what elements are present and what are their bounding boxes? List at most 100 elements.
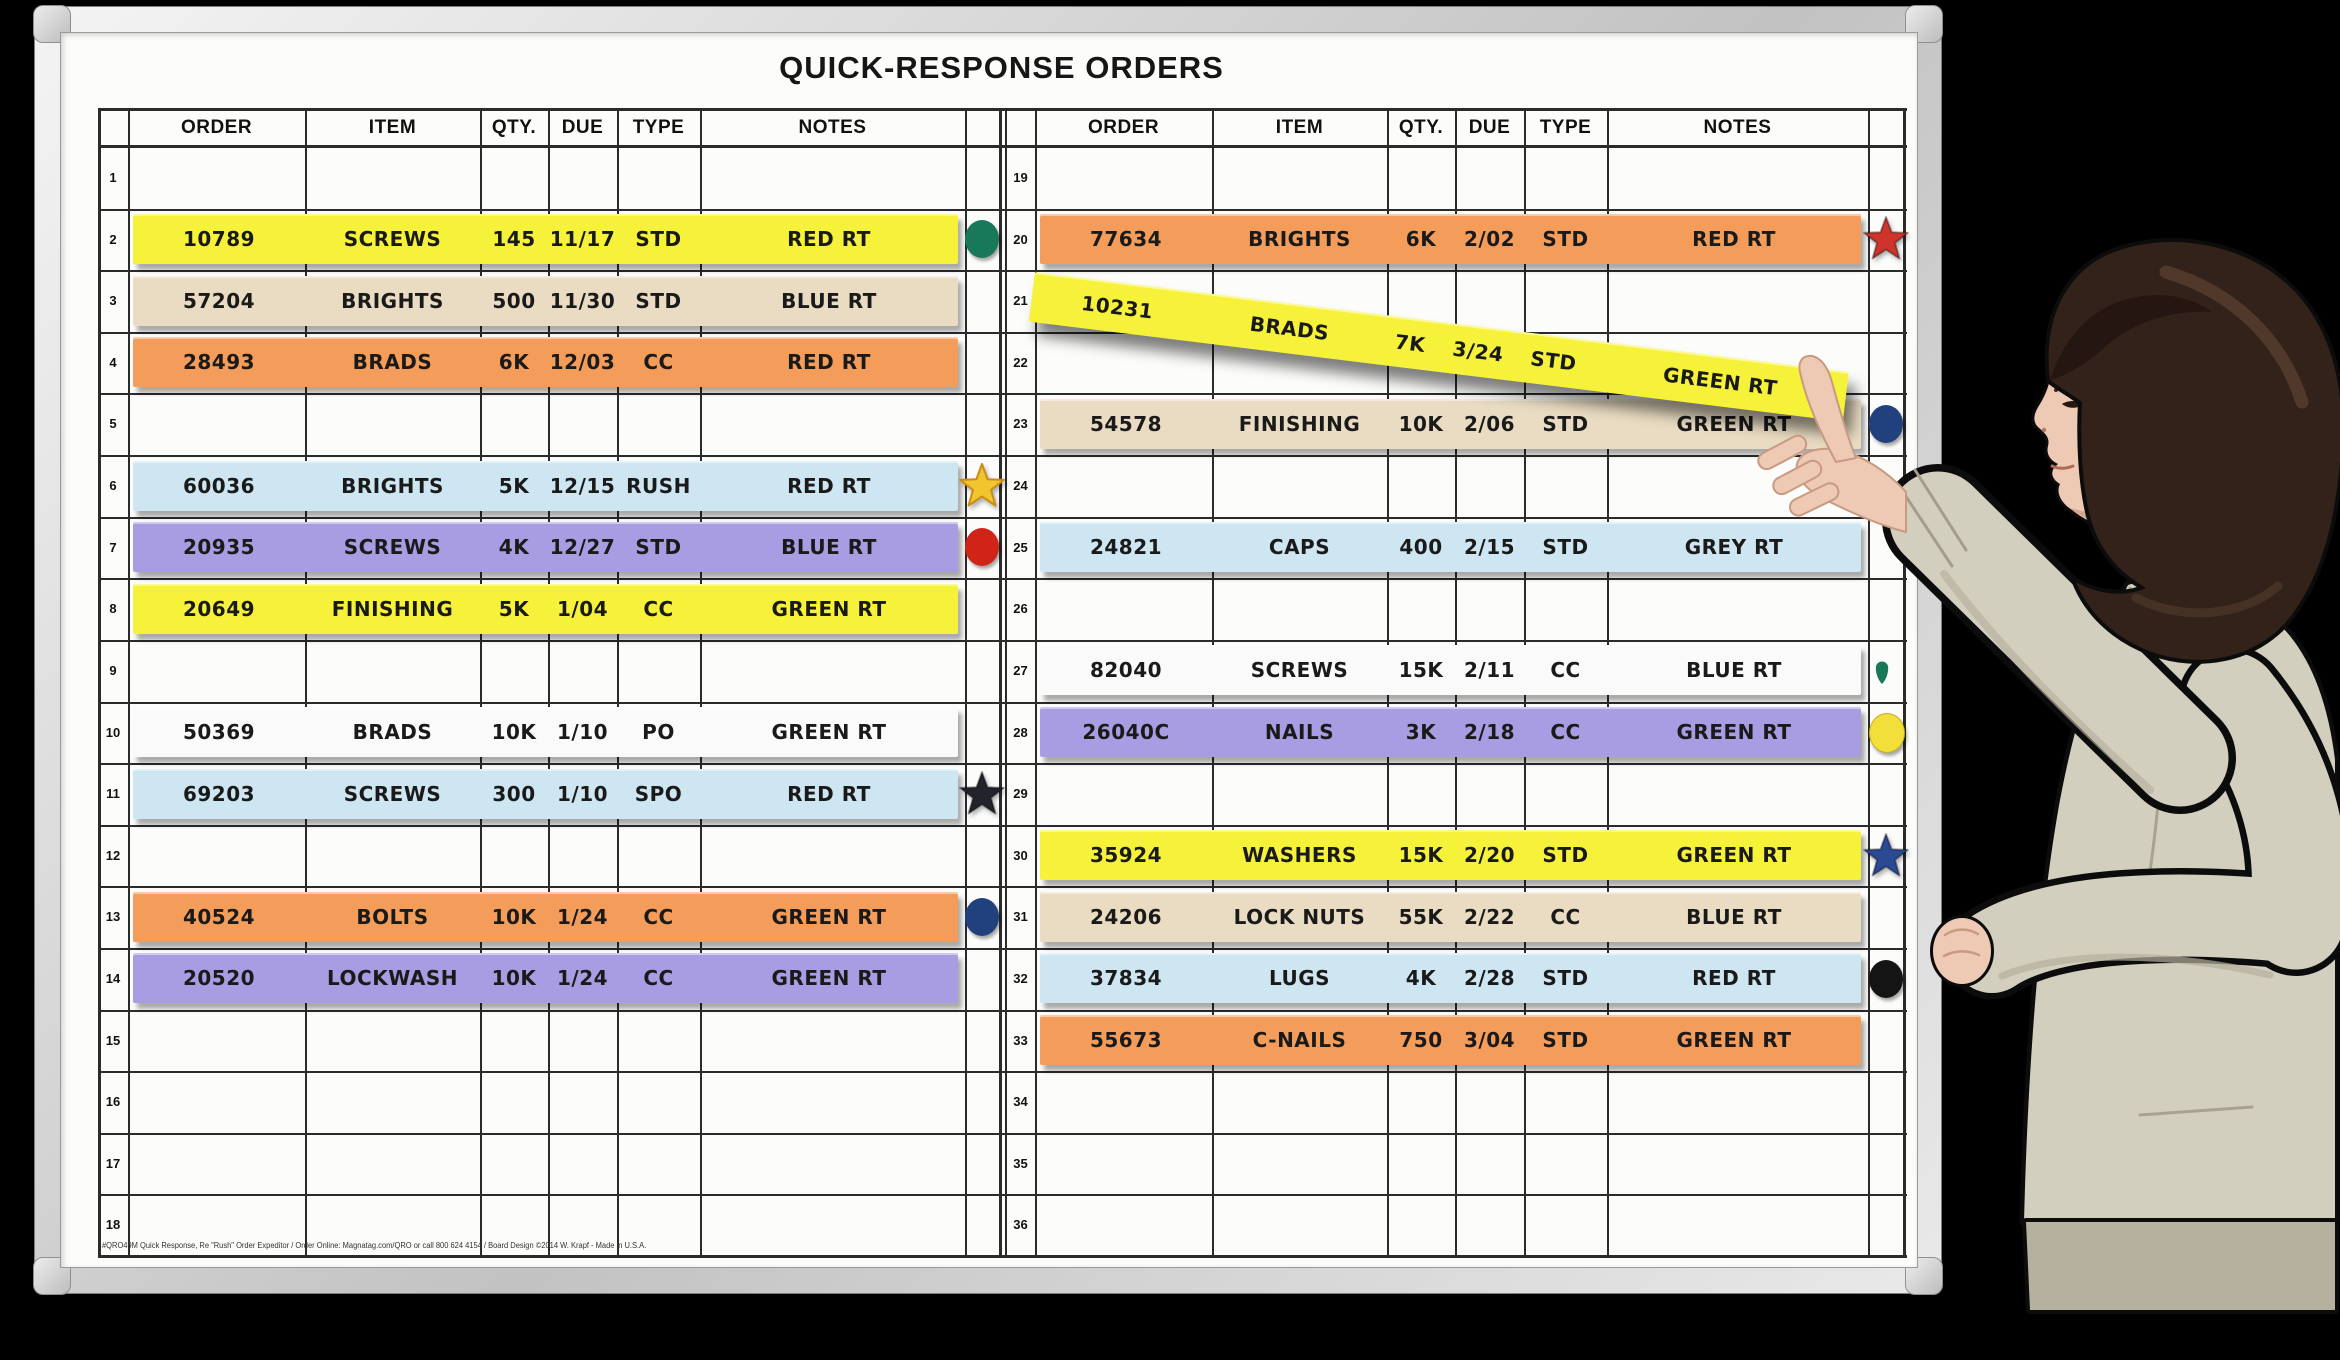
due-date: 1/10 xyxy=(548,782,617,806)
due-date: 1/04 xyxy=(548,597,617,621)
magnet-star-black[interactable] xyxy=(958,771,1006,817)
notes: RED RT xyxy=(700,350,958,374)
order-number: 10231 xyxy=(1030,285,1204,330)
order-number: 60036 xyxy=(133,474,305,498)
magnet-star-yellow[interactable] xyxy=(958,463,1006,509)
quantity: 10K xyxy=(480,905,548,929)
column-header: NOTES xyxy=(700,108,965,147)
order-type: STD xyxy=(1524,1028,1607,1052)
order-number: 50369 xyxy=(133,720,305,744)
row-number: 6 xyxy=(98,455,128,517)
item-name: SCREWS xyxy=(305,782,480,806)
grid-line xyxy=(999,108,1002,1258)
order-number: 20520 xyxy=(133,966,305,990)
nostril xyxy=(2042,428,2046,432)
due-date: 2/28 xyxy=(1455,966,1524,990)
grid-line xyxy=(98,209,1907,211)
quantity: 300 xyxy=(480,782,548,806)
star-magnet-shape xyxy=(958,463,1006,509)
quantity: 15K xyxy=(1387,843,1455,867)
order-type: STD xyxy=(1524,966,1607,990)
row-number: 4 xyxy=(98,332,128,394)
row-number: 33 xyxy=(1006,1010,1035,1072)
order-strip-60036[interactable]: 60036BRIGHTS5K12/15RUSHRED RT xyxy=(133,461,958,511)
order-number: 24821 xyxy=(1040,535,1212,559)
order-strip-28493[interactable]: 28493BRADS6K12/03CCRED RT xyxy=(133,337,958,387)
due-date: 2/22 xyxy=(1455,905,1524,929)
row-number: 3 xyxy=(98,270,128,332)
grid-line xyxy=(98,1255,1907,1258)
grid-line xyxy=(965,108,967,1258)
column-header: TYPE xyxy=(617,108,700,147)
order-type: CC xyxy=(617,350,700,374)
row-number: 22 xyxy=(1006,332,1035,394)
order-type: STD xyxy=(1524,412,1607,436)
board-title: QUICK-RESPONSE ORDERS xyxy=(98,50,1905,96)
order-number: 35924 xyxy=(1040,843,1212,867)
row-number: 19 xyxy=(1006,147,1035,209)
grid-line xyxy=(98,1010,1907,1012)
order-strip-20649[interactable]: 20649FINISHING5K1/04CCGREEN RT xyxy=(133,584,958,634)
due-date: 1/10 xyxy=(548,720,617,744)
due-date: 3/24 xyxy=(1442,335,1513,367)
order-number: 40524 xyxy=(133,905,305,929)
item-name: BRADS xyxy=(1201,306,1378,351)
row-number: 26 xyxy=(1006,578,1035,640)
column-header: QTY. xyxy=(1387,108,1455,147)
grid-line xyxy=(98,1194,1907,1196)
presenter-skirt xyxy=(2026,1222,2335,1310)
item-name: SCREWS xyxy=(305,227,480,251)
grid-line xyxy=(98,332,1907,334)
quantity: 10K xyxy=(480,720,548,744)
quantity: 3K xyxy=(1387,720,1455,744)
notes: BLUE RT xyxy=(700,535,958,559)
row-number: 5 xyxy=(98,393,128,455)
fine-print: #QRO49M Quick Response, Re "Rush" Order … xyxy=(102,1241,646,1250)
quantity: 7K xyxy=(1375,327,1445,359)
order-number: 24206 xyxy=(1040,905,1212,929)
order-number: 57204 xyxy=(133,289,305,313)
due-date: 2/15 xyxy=(1455,535,1524,559)
order-number: 20935 xyxy=(133,535,305,559)
row-number: 17 xyxy=(98,1133,128,1195)
item-name: CAPS xyxy=(1212,535,1387,559)
order-strip-20935[interactable]: 20935SCREWS4K12/27STDBLUE RT xyxy=(133,522,958,572)
grid-line xyxy=(98,948,1907,950)
notes: GREEN RT xyxy=(700,905,958,929)
order-strip-10789[interactable]: 10789SCREWS14511/17STDRED RT xyxy=(133,214,958,264)
due-date: 2/02 xyxy=(1455,227,1524,251)
item-name: BRIGHTS xyxy=(305,289,480,313)
order-type: CC xyxy=(1524,658,1607,682)
grid-line xyxy=(98,270,1907,272)
item-name: SCREWS xyxy=(305,535,480,559)
column-header: TYPE xyxy=(1524,108,1607,147)
notes: GREEN RT xyxy=(700,966,958,990)
column-header: ORDER xyxy=(128,108,305,147)
order-type: STD xyxy=(1524,535,1607,559)
order-strip-69203[interactable]: 69203SCREWS3001/10SPORED RT xyxy=(133,769,958,819)
order-type: RUSH xyxy=(617,474,700,498)
order-number: 77634 xyxy=(1040,227,1212,251)
order-type: STD xyxy=(1511,344,1596,378)
column-header: NOTES xyxy=(1607,108,1868,147)
scene: QUICK-RESPONSE ORDERS ORDERITEMQTY.DUETY… xyxy=(0,0,2340,1360)
notes: GREEN RT xyxy=(700,720,958,744)
quantity: 4K xyxy=(480,535,548,559)
order-strip-57204[interactable]: 57204BRIGHTS50011/30STDBLUE RT xyxy=(133,276,958,326)
row-number: 36 xyxy=(1006,1194,1035,1256)
row-number: 29 xyxy=(1006,763,1035,825)
item-name: WASHERS xyxy=(1212,843,1387,867)
order-strip-50369[interactable]: 50369BRADS10K1/10POGREEN RT xyxy=(133,707,958,757)
order-type: CC xyxy=(617,905,700,929)
order-number: 28493 xyxy=(133,350,305,374)
order-strip-20520[interactable]: 20520LOCKWASH10K1/24CCGREEN RT xyxy=(133,953,958,1003)
grid-line xyxy=(98,517,1907,519)
order-number: 82040 xyxy=(1040,658,1212,682)
quantity: 145 xyxy=(480,227,548,251)
magnet-circle-navy[interactable] xyxy=(965,898,999,936)
item-name: BRIGHTS xyxy=(305,474,480,498)
grid-line xyxy=(98,702,1907,704)
order-strip-40524[interactable]: 40524BOLTS10K1/24CCGREEN RT xyxy=(133,892,958,942)
row-number: 9 xyxy=(98,640,128,702)
row-number: 20 xyxy=(1006,209,1035,271)
